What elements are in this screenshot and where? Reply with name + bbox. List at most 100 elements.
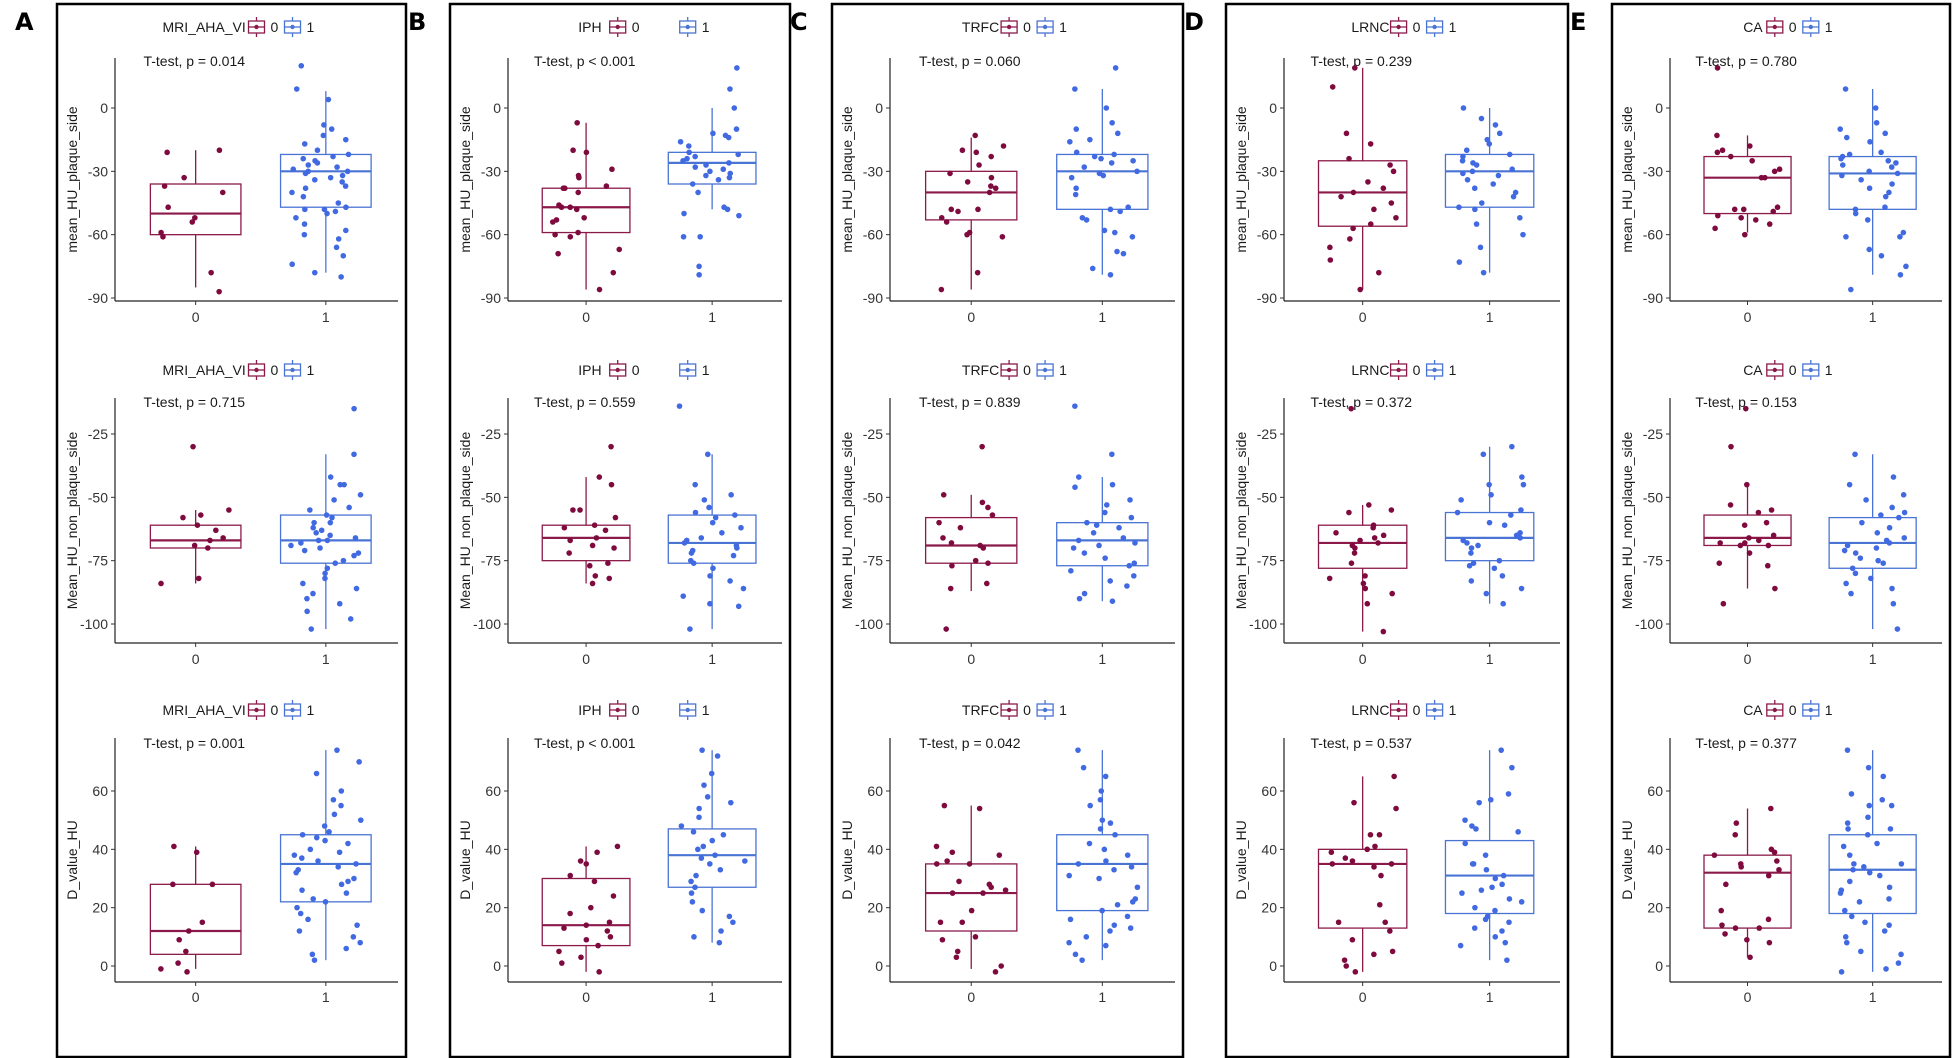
legend-point (615, 367, 620, 373)
data-point (738, 524, 744, 531)
data-point (1490, 181, 1497, 187)
x-tick-label: 1 (322, 989, 330, 1005)
data-point (1520, 481, 1527, 488)
data-point (1882, 204, 1888, 211)
data-point (1886, 524, 1893, 531)
legend-label-1: 1 (1059, 19, 1067, 35)
data-point (1731, 206, 1738, 213)
legend-point (1772, 24, 1778, 30)
data-point (1774, 858, 1780, 864)
data-point (1747, 143, 1753, 149)
x-tick-label: 0 (1359, 651, 1367, 667)
data-point (1072, 403, 1078, 409)
data-point (1512, 189, 1519, 196)
data-point (1728, 443, 1734, 450)
data-point (734, 545, 740, 551)
data-point (700, 843, 707, 850)
data-point (940, 535, 946, 541)
panel-frame (1610, 2, 1952, 1058)
data-point (342, 136, 349, 143)
data-point (1391, 773, 1397, 780)
data-point (698, 855, 705, 861)
data-point (1894, 626, 1901, 632)
data-point (1509, 166, 1515, 173)
panel-A: A MRI_AHA_VI 0 1 0 -30 -60 -90 0 1 mean_HU_plaque_… (15, 2, 408, 1058)
data-point (570, 147, 576, 154)
data-point (586, 562, 593, 569)
data-point (944, 858, 950, 864)
data-point (1886, 189, 1892, 196)
data-point (606, 919, 613, 926)
data-point (1711, 852, 1718, 858)
x-tick-label: 1 (1098, 651, 1106, 667)
data-point (1483, 590, 1490, 597)
panel-E: E CA 0 1 0 -30 -60 -90 0 1 mean_HU_plaque_side T-te… (1570, 2, 1952, 1058)
x-tick-label: 0 (192, 989, 200, 1005)
data-point (216, 288, 222, 295)
data-point (1492, 122, 1499, 128)
data-point (1878, 149, 1884, 156)
data-point (733, 126, 740, 132)
data-point (1107, 820, 1114, 826)
legend-label-0: 0 (1413, 19, 1421, 35)
data-point (343, 945, 350, 952)
data-point (1482, 916, 1489, 923)
data-point (1518, 899, 1525, 905)
box-iqr (667, 151, 757, 185)
panel-C: C TRFC 0 1 0 -30 -60 -90 0 1 mean_HU_plaque_side T-… (790, 2, 1185, 1058)
legend: LRNC 0 1 (1351, 17, 1457, 37)
data-point (353, 585, 360, 592)
y-tick-label: 40 (1647, 841, 1663, 857)
data-point (603, 183, 610, 189)
data-point (710, 565, 716, 572)
data-point (707, 168, 713, 175)
data-point (1716, 560, 1723, 566)
data-point (219, 189, 226, 196)
data-point (696, 263, 702, 270)
data-point (575, 172, 582, 179)
data-point (220, 535, 226, 541)
y-tick-label: 40 (867, 841, 883, 857)
p-value-annotation: T-test, p = 0.001 (143, 735, 245, 751)
data-point (1843, 134, 1850, 141)
data-point (1367, 221, 1374, 227)
data-point (1096, 875, 1102, 882)
y-tick-label: -50 (481, 489, 501, 505)
data-point (291, 852, 298, 858)
data-point (313, 530, 319, 536)
legend-point (1042, 24, 1048, 30)
x-tick-label: 1 (708, 651, 716, 667)
data-point (715, 176, 722, 183)
data-point (692, 884, 698, 891)
legend-glyph-1 (679, 360, 697, 380)
data-point (1714, 149, 1721, 156)
data-point (1130, 573, 1137, 579)
y-tick-label: 0 (100, 100, 108, 116)
legend-point (1396, 367, 1401, 373)
data-point (351, 875, 357, 882)
y-axis-title: D_value_HU (1619, 820, 1635, 899)
legend-title: CA (1743, 362, 1763, 378)
y-axis-title: mean_HU_plaque_side (839, 106, 855, 253)
data-point (301, 547, 308, 554)
x-tick-label: 0 (1359, 309, 1367, 325)
data-point (1843, 580, 1849, 587)
panel-letter: C (790, 8, 808, 36)
boxplot-group-1 (1444, 443, 1535, 607)
data-point (1075, 747, 1081, 753)
data-point (1875, 557, 1881, 564)
legend: CA 0 1 (1743, 700, 1833, 720)
data-point (1073, 126, 1080, 132)
data-point (1380, 532, 1387, 539)
data-point (686, 149, 692, 156)
data-point (209, 881, 216, 888)
data-point (1858, 176, 1864, 183)
data-point (345, 840, 351, 847)
data-point (353, 861, 359, 867)
data-point (933, 861, 940, 867)
data-point (730, 919, 736, 926)
data-point (591, 522, 598, 528)
y-tick-label: -75 (1643, 553, 1663, 569)
data-point (594, 849, 600, 856)
data-point (1848, 913, 1855, 920)
